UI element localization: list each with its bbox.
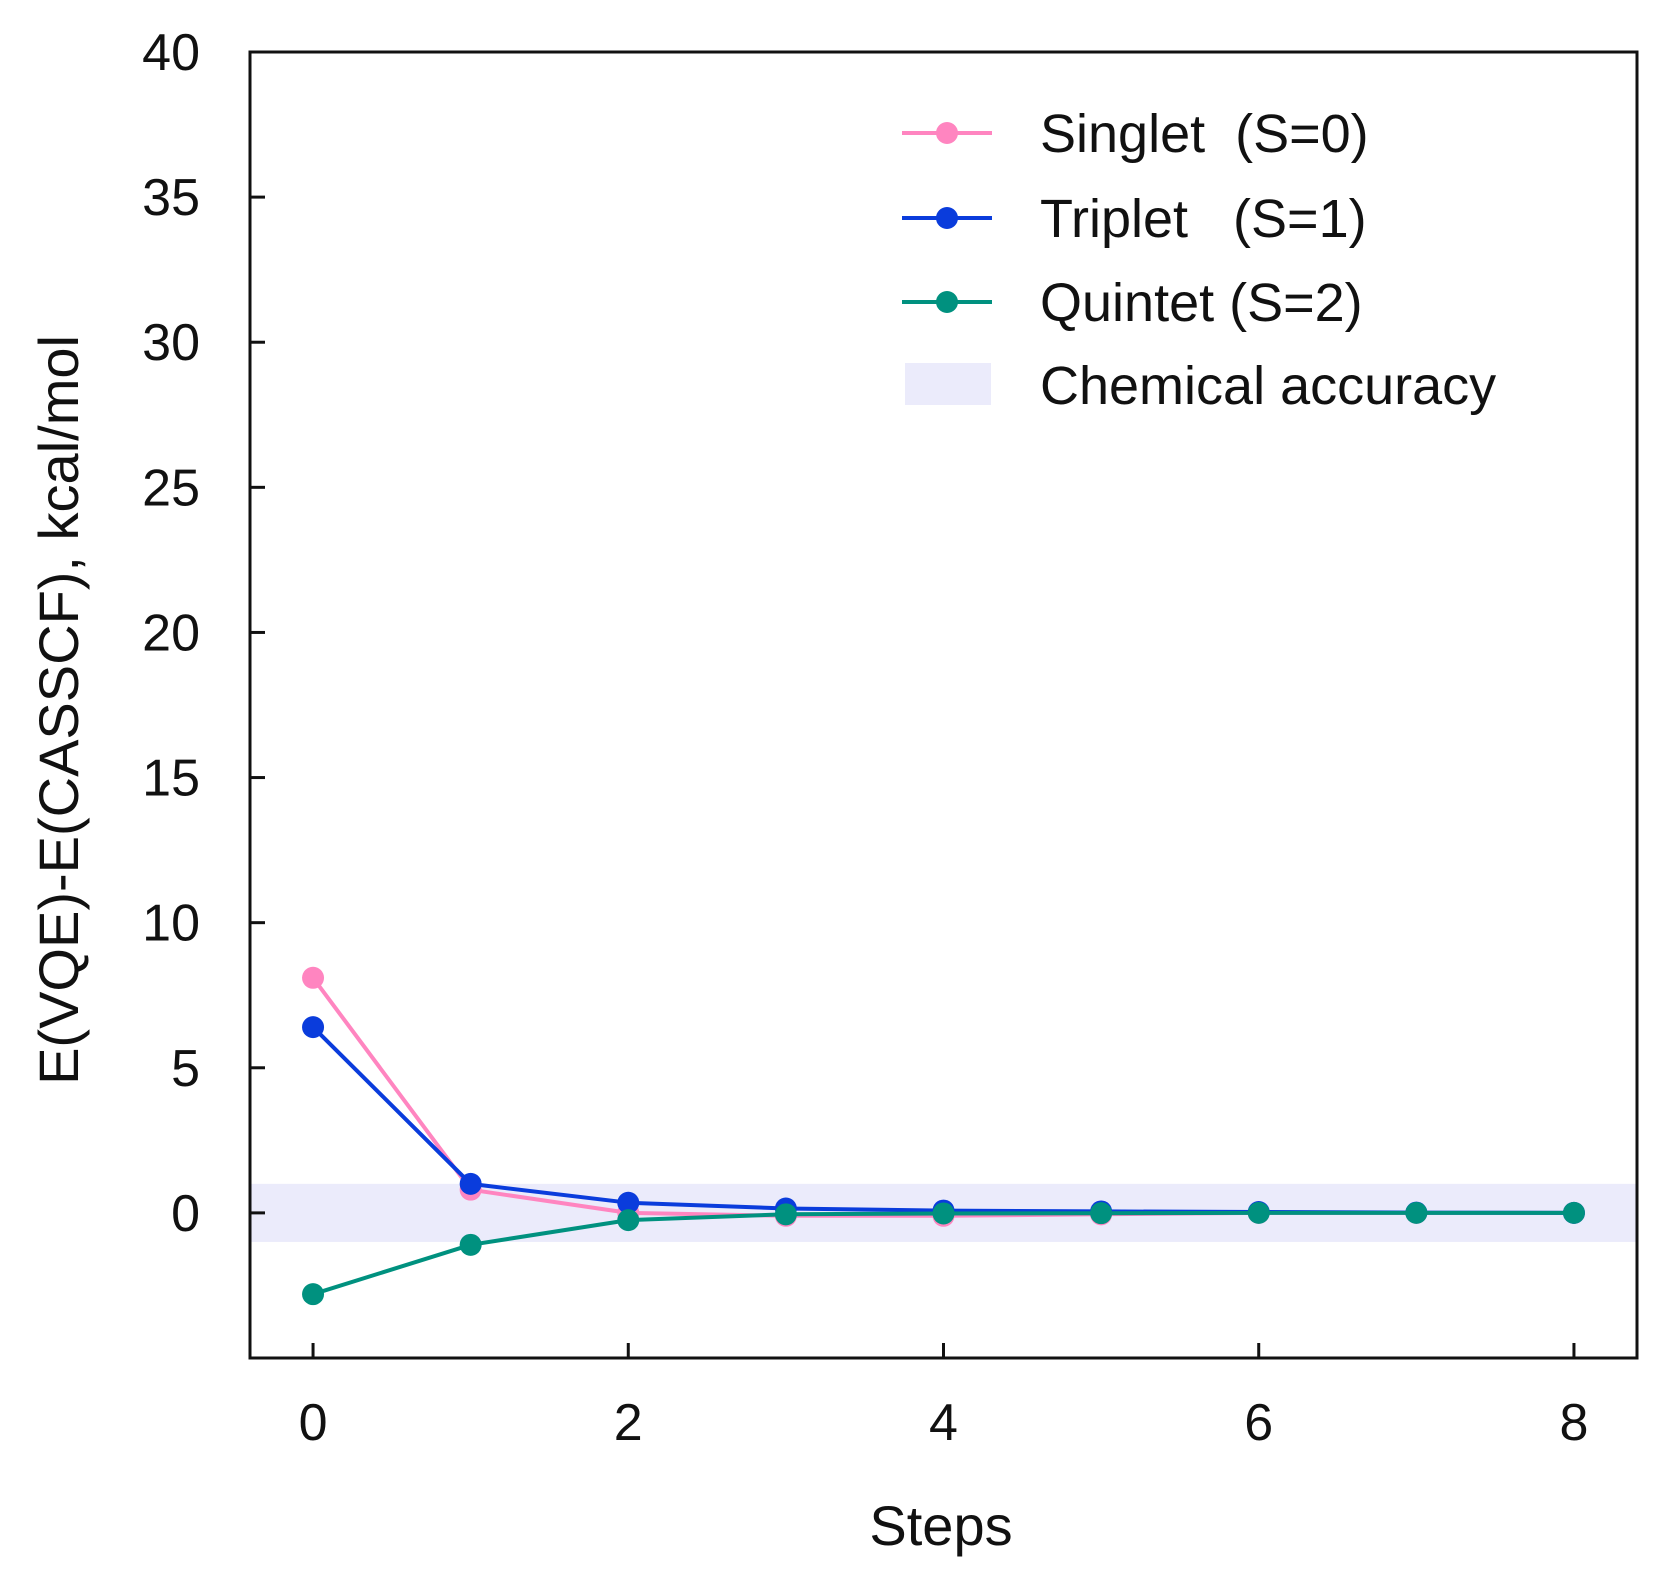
x-axis-label: Steps <box>869 1494 1012 1557</box>
series-layer <box>302 966 1585 1306</box>
data-point <box>459 1172 482 1195</box>
y-tick-label: 20 <box>142 604 200 662</box>
y-tick-label: 40 <box>142 24 200 82</box>
legend-marker <box>936 207 958 229</box>
data-point <box>459 1233 482 1256</box>
data-point <box>1405 1201 1428 1224</box>
series-line-0 <box>311 976 1574 1218</box>
x-tick-label: 6 <box>1244 1394 1273 1452</box>
data-point <box>617 1191 640 1214</box>
data-point <box>932 1202 955 1225</box>
x-tick-label: 4 <box>929 1394 958 1452</box>
data-point <box>617 1209 640 1232</box>
legend-label: Singlet (S=0) <box>1040 104 1369 164</box>
data-point <box>1247 1201 1270 1224</box>
y-tick-label: 35 <box>142 169 200 227</box>
x-tick-label: 0 <box>299 1394 328 1452</box>
legend-label: Chemical accuracy <box>1040 356 1496 416</box>
data-point <box>774 1203 797 1226</box>
y-tick-label: 5 <box>171 1040 200 1098</box>
y-tick-label: 0 <box>171 1185 200 1243</box>
y-tick-label: 10 <box>142 895 200 953</box>
legend: Singlet (S=0) Triplet (S=1) Quintet (S=2) C… <box>902 104 1496 416</box>
y-tick-label: 30 <box>142 314 200 372</box>
legend-marker <box>936 122 958 144</box>
x-tick-label: 8 <box>1559 1394 1588 1452</box>
data-point <box>302 1283 325 1306</box>
y-axis-label: E(VQE)-E(CASSCF), kcal/mol <box>27 335 90 1085</box>
legend-band-swatch <box>905 363 991 405</box>
y-tick-label: 15 <box>142 750 200 808</box>
data-point <box>302 966 325 989</box>
x-tick-label: 2 <box>614 1394 643 1452</box>
data-point <box>1090 1202 1113 1225</box>
axes-layer: 0 2 4 6 8 0 5 10 15 20 25 30 35 40 <box>142 24 1639 1452</box>
plot-frame <box>248 50 1639 1360</box>
data-point <box>302 1016 325 1039</box>
data-point <box>1562 1201 1585 1224</box>
legend-label: Triplet (S=1) <box>1040 189 1367 249</box>
legend-marker <box>936 291 958 313</box>
legend-label: Quintet (S=2) <box>1040 273 1363 333</box>
y-tick-label: 25 <box>142 459 200 517</box>
